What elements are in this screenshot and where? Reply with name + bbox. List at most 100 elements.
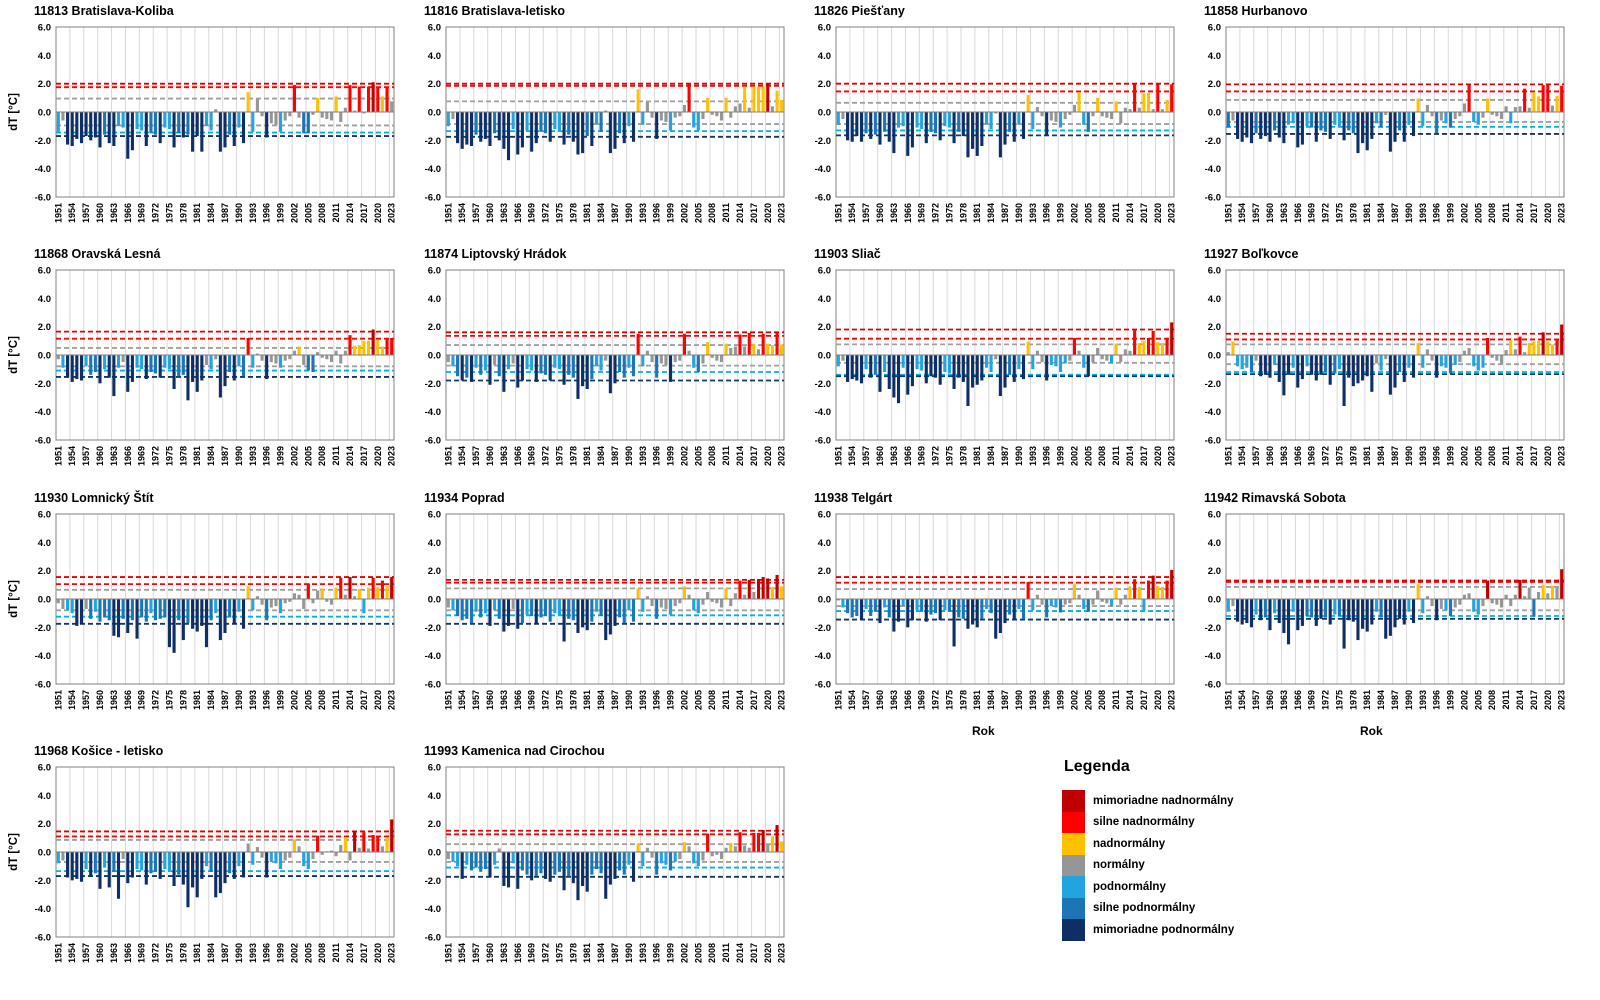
bar-1975 bbox=[167, 355, 171, 370]
bar-1991 bbox=[241, 599, 246, 629]
x-tick-label: 2002 bbox=[289, 203, 299, 223]
y-tick-label: -2.0 bbox=[425, 379, 441, 390]
x-tick-label: 1996 bbox=[1432, 203, 1442, 223]
x-tick-label: 1972 bbox=[541, 690, 551, 710]
bar-1975 bbox=[947, 112, 951, 128]
bar-1975 bbox=[167, 112, 171, 129]
bar-1979 bbox=[1356, 112, 1360, 154]
x-tick-label: 2017 bbox=[749, 690, 759, 710]
x-tick-label: 1981 bbox=[1362, 446, 1372, 466]
bar-1994 bbox=[1425, 104, 1429, 112]
x-tick-label: 1972 bbox=[931, 446, 941, 466]
bar-1978 bbox=[571, 852, 575, 884]
bar-2012 bbox=[729, 599, 733, 607]
bar-1988 bbox=[1398, 112, 1402, 131]
bar-1981 bbox=[585, 355, 589, 389]
x-tick-label: 2020 bbox=[1153, 446, 1163, 466]
x-tick-label: 2002 bbox=[1069, 690, 1079, 710]
bar-1955 bbox=[1245, 355, 1249, 368]
bar-1966 bbox=[516, 355, 520, 388]
x-tick-label: 1978 bbox=[178, 203, 188, 223]
bar-2021 bbox=[1550, 344, 1554, 356]
x-tick-label: 1954 bbox=[1237, 203, 1247, 223]
bar-1952 bbox=[451, 852, 455, 862]
x-tick-label: 1957 bbox=[471, 690, 481, 710]
bar-1998 bbox=[1054, 355, 1058, 367]
bar-1973 bbox=[158, 355, 162, 378]
bar-2021 bbox=[770, 106, 774, 112]
bar-1978 bbox=[181, 355, 185, 375]
bar-1995 bbox=[1040, 112, 1044, 117]
bar-2022 bbox=[385, 86, 389, 112]
x-tick-label: 2002 bbox=[289, 943, 299, 963]
y-tick-label: 0.0 bbox=[38, 351, 51, 362]
bar-2002 bbox=[682, 586, 686, 599]
x-tick-label: 1978 bbox=[958, 203, 968, 223]
bar-1993 bbox=[1031, 355, 1035, 370]
chart-svg: 11930 Lomnický Štít6.04.02.00.0-2.0-4.0-… bbox=[8, 490, 396, 710]
bar-2010 bbox=[329, 355, 334, 363]
bar-1993 bbox=[251, 355, 255, 368]
bar-1971 bbox=[1319, 599, 1323, 619]
bar-2009 bbox=[1495, 112, 1499, 117]
y-tick-label: -4.0 bbox=[815, 164, 831, 175]
bar-2017 bbox=[1532, 341, 1536, 355]
bar-1999 bbox=[1449, 112, 1453, 128]
bar-1974 bbox=[1333, 599, 1337, 615]
bar-2007 bbox=[706, 342, 710, 355]
y-tick-label: 6.0 bbox=[38, 510, 51, 521]
bar-2004 bbox=[692, 112, 696, 128]
bar-2009 bbox=[325, 599, 329, 602]
x-tick-label: 1975 bbox=[944, 203, 954, 223]
x-tick-label: 2011 bbox=[721, 203, 731, 223]
bar-1966 bbox=[1296, 355, 1300, 388]
bar-1987 bbox=[1003, 599, 1007, 624]
x-tick-label: 1984 bbox=[1376, 690, 1386, 710]
y-tick-label: 2.0 bbox=[1208, 79, 1221, 90]
bar-2014 bbox=[1518, 579, 1522, 599]
x-tick-label: 1951 bbox=[443, 446, 453, 466]
bar-1962 bbox=[887, 112, 891, 142]
bar-1987 bbox=[223, 112, 227, 148]
y-tick-label: -4.0 bbox=[35, 651, 51, 662]
bar-1986 bbox=[608, 112, 612, 154]
x-tick-label: 2014 bbox=[1125, 446, 1135, 466]
x-tick-label: 1984 bbox=[596, 203, 606, 223]
y-tick-label: 6.0 bbox=[428, 763, 441, 774]
x-tick-label: 1972 bbox=[151, 203, 161, 223]
y-tick-label: 0.0 bbox=[818, 351, 831, 362]
bar-1995 bbox=[1430, 355, 1434, 361]
x-tick-label: 1999 bbox=[666, 690, 676, 710]
bar-1957 bbox=[1254, 599, 1258, 615]
bar-1969 bbox=[530, 852, 534, 881]
bar-1985 bbox=[1384, 599, 1388, 639]
y-tick-label: -2.0 bbox=[815, 623, 831, 634]
x-tick-label: 1951 bbox=[53, 690, 63, 710]
bar-1996 bbox=[1435, 599, 1439, 621]
bar-2022 bbox=[385, 338, 389, 355]
x-tick-label: 1975 bbox=[554, 690, 564, 710]
bar-1979 bbox=[576, 852, 580, 901]
bar-2012 bbox=[1119, 112, 1123, 124]
bar-1981 bbox=[1365, 355, 1369, 377]
bar-1960 bbox=[488, 355, 492, 385]
x-tick-label: 2011 bbox=[331, 203, 341, 223]
bar-1960 bbox=[878, 355, 882, 392]
bar-1958 bbox=[869, 112, 873, 139]
bar-2000 bbox=[283, 112, 287, 121]
bar-1988 bbox=[1008, 599, 1012, 615]
x-tick-label: 2017 bbox=[359, 690, 369, 710]
x-tick-label: 2020 bbox=[763, 943, 773, 963]
x-tick-label: 1957 bbox=[81, 690, 91, 710]
bar-1983 bbox=[204, 355, 209, 365]
x-tick-label: 1957 bbox=[1251, 446, 1261, 466]
bar-1981 bbox=[975, 112, 979, 156]
bar-1987 bbox=[1393, 112, 1397, 142]
legend-item: mimoriadne podnormálny bbox=[1062, 919, 1382, 941]
y-tick-label: -4.0 bbox=[425, 651, 441, 662]
bar-1963 bbox=[112, 112, 116, 146]
legend-item-label: silne podnormálny bbox=[1093, 902, 1196, 915]
bar-2005 bbox=[306, 583, 310, 599]
bar-2009 bbox=[1105, 599, 1109, 604]
bar-1999 bbox=[1059, 355, 1063, 372]
